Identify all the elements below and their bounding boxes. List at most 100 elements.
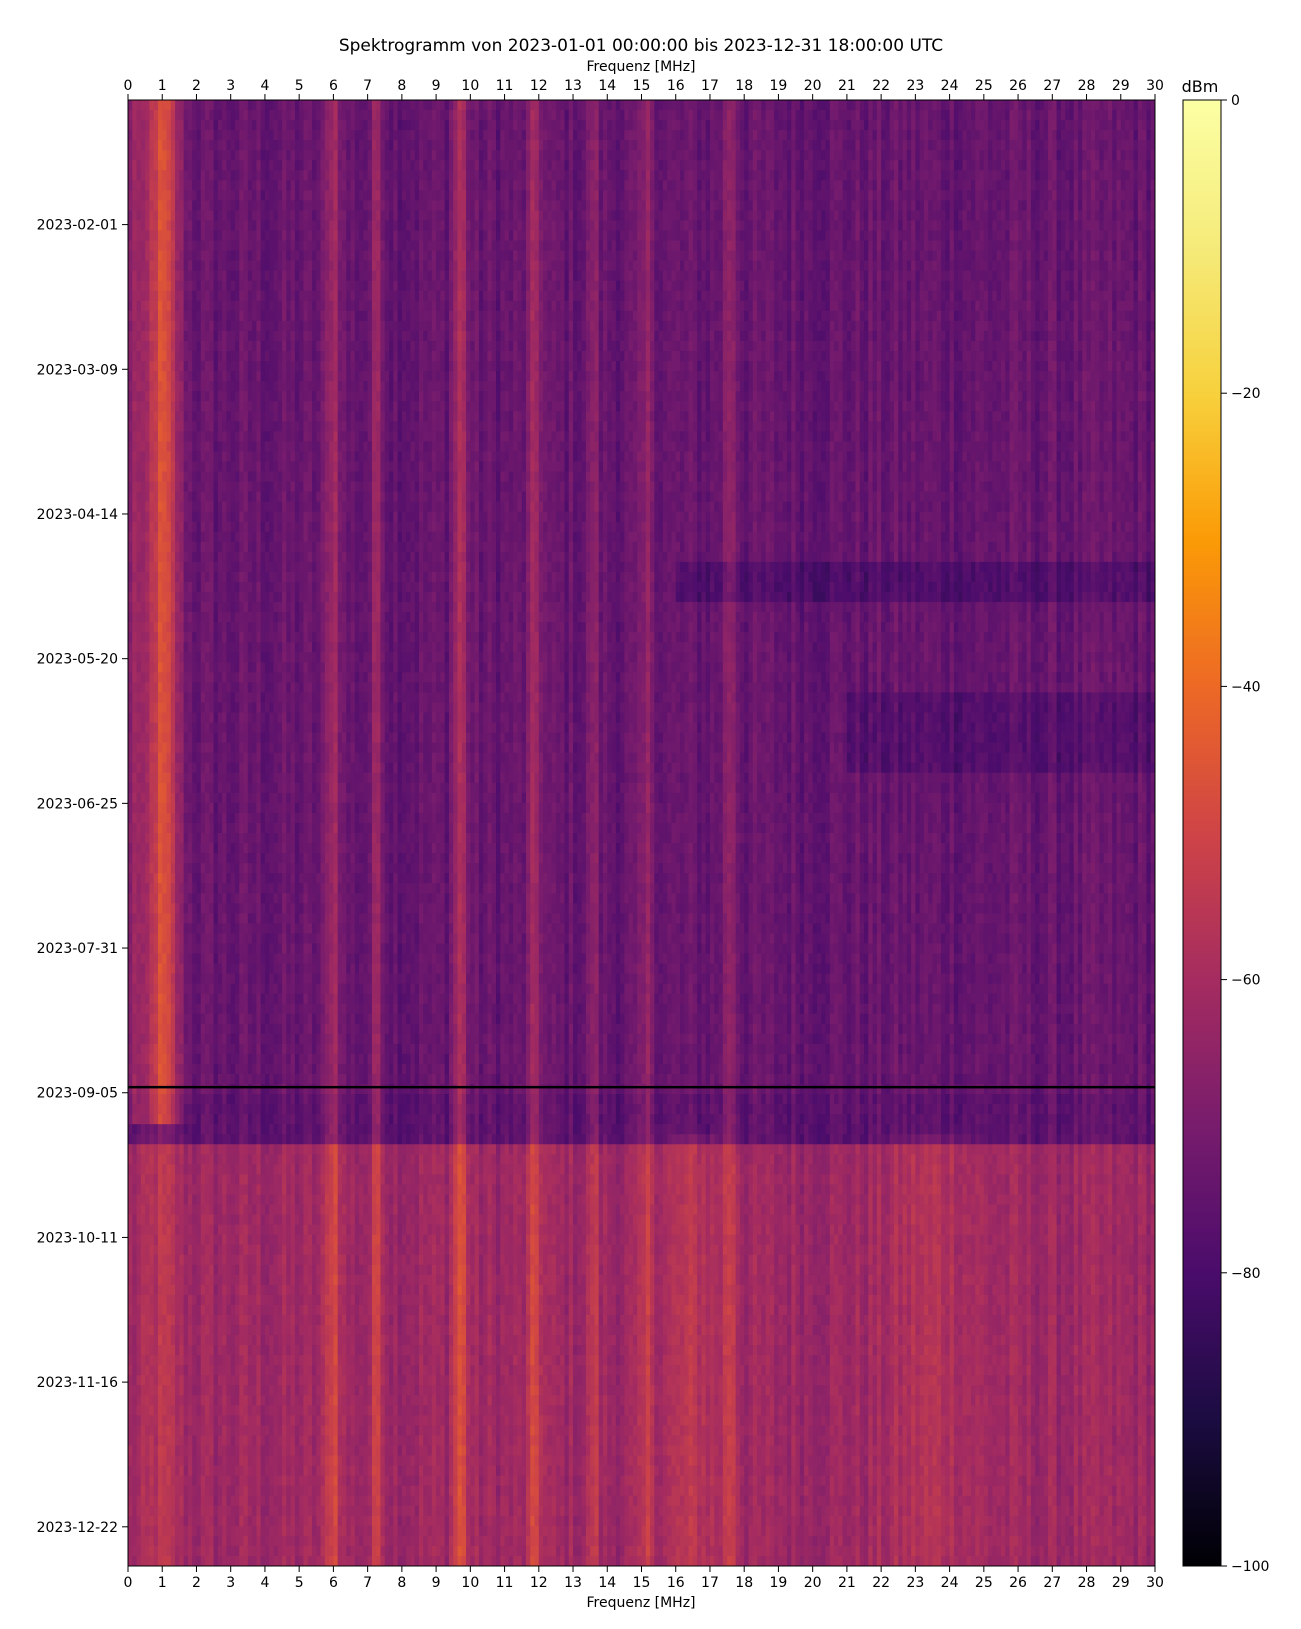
heatmap-cell <box>992 261 997 272</box>
heatmap-cell <box>898 301 903 312</box>
heatmap-cell <box>1010 251 1015 262</box>
heatmap-cell <box>235 180 240 191</box>
heatmap-cell <box>907 301 912 312</box>
heatmap-cell <box>410 261 415 272</box>
heatmap-cell <box>663 190 668 201</box>
heatmap-cell <box>308 200 313 211</box>
heatmap-cell <box>470 140 475 151</box>
heatmap-cell <box>1116 130 1121 141</box>
heatmap-cell <box>282 231 287 242</box>
heatmap-cell <box>530 291 535 302</box>
heatmap-cell <box>997 210 1002 221</box>
heatmap-cell <box>838 200 843 211</box>
heatmap-cell <box>338 100 343 111</box>
heatmap-cell <box>924 150 929 161</box>
heatmap-cell <box>269 200 274 211</box>
heatmap-cell <box>522 170 527 181</box>
heatmap-cell <box>1078 140 1083 151</box>
heatmap-cell <box>941 301 946 312</box>
heatmap-cell <box>676 190 681 201</box>
heatmap-cell <box>402 120 407 131</box>
heatmap-cell <box>154 301 159 312</box>
heatmap-cell <box>432 200 437 211</box>
heatmap-cell <box>321 291 326 302</box>
heatmap-cell <box>543 170 548 181</box>
heatmap-cell <box>440 261 445 272</box>
heatmap-cell <box>355 160 360 171</box>
heatmap-cell <box>509 130 514 141</box>
heatmap-cell <box>530 120 535 131</box>
heatmap-cell <box>740 261 745 272</box>
heatmap-cell <box>590 110 595 121</box>
heatmap-cell <box>389 231 394 242</box>
heatmap-cell <box>342 120 347 131</box>
heatmap-cell <box>359 241 364 252</box>
heatmap-cell <box>522 190 527 201</box>
heatmap-cell <box>885 271 890 282</box>
heatmap-cell <box>128 170 133 181</box>
heatmap-cell <box>440 160 445 171</box>
heatmap-cell <box>757 120 762 131</box>
heatmap-cell <box>273 160 278 171</box>
heatmap-cell <box>428 160 433 171</box>
heatmap-cell <box>128 110 133 121</box>
heatmap-cell <box>980 190 985 201</box>
heatmap-cell <box>556 231 561 242</box>
heatmap-cell <box>295 301 300 312</box>
heatmap-cell <box>821 140 826 151</box>
heatmap-cell <box>1031 281 1036 292</box>
heatmap-cell <box>1022 100 1027 111</box>
heatmap-cell <box>577 160 582 171</box>
heatmap-cell <box>945 220 950 231</box>
heatmap-cell <box>363 251 368 262</box>
heatmap-cell <box>612 200 617 211</box>
heatmap-cell <box>847 261 852 272</box>
heatmap-cell <box>980 291 985 302</box>
heatmap-cell <box>757 241 762 252</box>
heatmap-cell <box>564 241 569 252</box>
heatmap-cell <box>530 190 535 201</box>
heatmap-cell <box>312 200 317 211</box>
heatmap-cell <box>547 281 552 292</box>
heatmap-cell <box>697 220 702 231</box>
heatmap-cell <box>787 180 792 191</box>
heatmap-cell <box>393 110 398 121</box>
heatmap-cell <box>269 170 274 181</box>
heatmap-cell <box>855 190 860 201</box>
heatmap-cell <box>273 281 278 292</box>
heatmap-cell <box>903 100 908 111</box>
heatmap-cell <box>530 261 535 272</box>
heatmap-cell <box>218 130 223 141</box>
heatmap-cell <box>308 110 313 121</box>
heatmap-cell <box>1138 220 1143 231</box>
heatmap-cell <box>847 140 852 151</box>
heatmap-cell <box>659 120 664 131</box>
heatmap-cell <box>402 220 407 231</box>
heatmap-cell <box>659 140 664 151</box>
heatmap-cell <box>911 210 916 221</box>
heatmap-cell <box>877 301 882 312</box>
heatmap-cell <box>299 281 304 292</box>
heatmap-cell <box>385 150 390 161</box>
heatmap-cell <box>492 301 497 312</box>
heatmap-cell <box>659 231 664 242</box>
heatmap-cell <box>877 130 882 141</box>
heatmap-cell <box>659 251 664 262</box>
heatmap-cell <box>701 251 706 262</box>
heatmap-cell <box>492 271 497 282</box>
heatmap-cell <box>244 241 249 252</box>
heatmap-cell <box>761 120 766 131</box>
heatmap-cell <box>552 291 557 302</box>
heatmap-cell <box>637 170 642 181</box>
heatmap-cell <box>449 281 454 292</box>
heatmap-cell <box>214 220 219 231</box>
heatmap-cell <box>975 210 980 221</box>
heatmap-cell <box>663 120 668 131</box>
heatmap-cell <box>727 120 732 131</box>
heatmap-cell <box>778 160 783 171</box>
heatmap-cell <box>1039 231 1044 242</box>
heatmap-cell <box>368 251 373 262</box>
heatmap-cell <box>569 160 574 171</box>
heatmap-cell <box>547 220 552 231</box>
heatmap-cell <box>693 210 698 221</box>
